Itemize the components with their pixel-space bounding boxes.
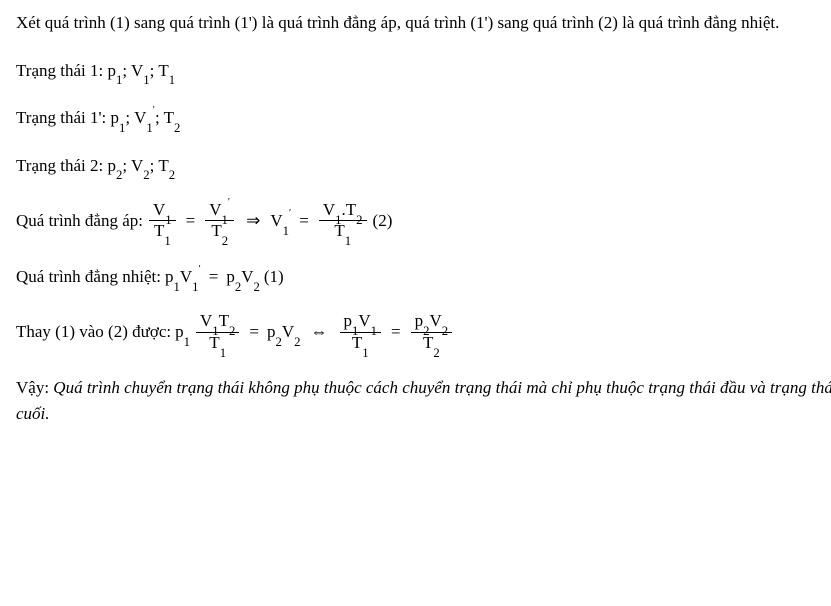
p1-coef: p1 <box>175 319 190 345</box>
state1p-label: Trạng thái 1': p <box>16 108 119 127</box>
sep: ; T <box>150 156 169 175</box>
isothermal-equation: Quá trình đẳng nhiệt: p1V1′ = p2V2 (1) <box>16 264 831 290</box>
sym: p <box>226 267 235 286</box>
sub: 1 <box>220 346 226 360</box>
sub: 1 <box>345 234 351 248</box>
sub: 1 <box>173 280 179 294</box>
sub: 2 <box>235 280 241 294</box>
sym: p <box>175 322 184 341</box>
sub: 1 <box>116 73 122 87</box>
prime: ′ <box>228 197 230 208</box>
sym: T <box>154 221 164 240</box>
sub: 1 <box>283 224 289 238</box>
p2v2: p2V2 <box>226 264 260 290</box>
sym: V <box>241 267 253 286</box>
sym: T <box>211 221 221 240</box>
sym: V <box>209 200 221 219</box>
conclusion-lead: Vậy: <box>16 378 53 397</box>
iff-icon: ⇔ <box>311 319 328 345</box>
sep: ; V <box>122 61 143 80</box>
sym: V <box>153 200 165 219</box>
prime: ′ <box>153 105 155 116</box>
sub: 1 <box>184 335 190 349</box>
sub: 2 <box>169 168 175 182</box>
sub: 2 <box>116 168 122 182</box>
frac-v1t2-t1: V1.T2 T1 <box>319 200 367 242</box>
prime: ′ <box>198 264 200 275</box>
sub: 2 <box>442 324 448 338</box>
state1-label: Trạng thái 1: p <box>16 61 116 80</box>
state-1: Trạng thái 1: p1; V1; T1 <box>16 58 831 84</box>
substitution-equation: Thay (1) vào (2) được: p1 V1T2 T1 = p2V2… <box>16 311 831 353</box>
state-1-prime: Trạng thái 1': p1; V1′; T2 <box>16 105 831 131</box>
sym: p <box>415 311 424 330</box>
equals: = <box>299 208 309 234</box>
eq-tag-2: (2) <box>373 208 393 234</box>
isotherm-label: Quá trình đẳng nhiệt: <box>16 264 161 290</box>
sub: 2 <box>423 324 429 338</box>
sub: 2 <box>356 213 362 227</box>
sub: 1 <box>146 121 152 135</box>
state2-label: Trạng thái 2: p <box>16 156 116 175</box>
sub: 1 <box>222 213 228 227</box>
eq-tag-1: (1) <box>264 264 284 290</box>
sub: 1 <box>371 324 377 338</box>
sym: T <box>219 311 229 330</box>
sub: 1 <box>119 121 125 135</box>
equals: = <box>391 319 401 345</box>
isobar-label: Quá trình đẳng áp: <box>16 208 143 234</box>
sub: 1 <box>143 73 149 87</box>
sym: V <box>270 211 282 230</box>
sub: 2 <box>433 346 439 360</box>
sub: 1 <box>362 346 368 360</box>
frac-v1-t1: V1 T1 <box>149 200 176 242</box>
sep: ; T <box>155 108 174 127</box>
sep: ; V <box>122 156 143 175</box>
sub: 2 <box>275 335 281 349</box>
frac-p2v2-t2: p2V2 T2 <box>411 311 453 353</box>
prime: ′ <box>289 208 291 219</box>
sep: ; V <box>125 108 146 127</box>
frac-v1t2-over-t1: V1T2 T1 <box>196 311 239 353</box>
conclusion-text: Quá trình chuyển trạng thái không phụ th… <box>16 378 831 423</box>
sep: ; T <box>150 61 169 80</box>
sub: 1 <box>352 324 358 338</box>
sub: 2 <box>253 280 259 294</box>
sub: 2 <box>143 168 149 182</box>
sub: 1 <box>165 213 171 227</box>
implies-icon: ⇒ <box>246 208 260 234</box>
p2v2-rhs: p2V2 <box>267 319 301 345</box>
subst-label: Thay (1) vào (2) được: <box>16 319 171 345</box>
sym: V <box>430 311 442 330</box>
equals: = <box>249 319 259 345</box>
frac-v1p-t2: V1′ T2 <box>205 200 234 242</box>
sub: 2 <box>229 324 235 338</box>
sym: V <box>200 311 212 330</box>
sym: V <box>282 322 294 341</box>
equals: = <box>209 264 219 290</box>
p1v1prime: p1V1′ <box>165 264 201 290</box>
sub: 1 <box>335 213 341 227</box>
sym: T <box>346 200 356 219</box>
sym: p <box>344 311 353 330</box>
isobaric-equation: Quá trình đẳng áp: V1 T1 = V1′ T2 ⇒ V1′ … <box>16 200 831 242</box>
sub: 1 <box>164 234 170 248</box>
sub: 1 <box>192 280 198 294</box>
sub: 2 <box>174 121 180 135</box>
sub: 2 <box>294 335 300 349</box>
sub: 1 <box>212 324 218 338</box>
v1prime-lhs: V1′ <box>270 208 291 234</box>
intro-paragraph: Xét quá trình (1) sang quá trình (1') là… <box>16 10 831 36</box>
sub: 2 <box>222 234 228 248</box>
sym: V <box>323 200 335 219</box>
equals: = <box>186 208 196 234</box>
frac-p1v1-t1: p1V1 T1 <box>340 311 382 353</box>
sym: V <box>180 267 192 286</box>
conclusion: Vậy: Quá trình chuyển trạng thái không p… <box>16 375 831 426</box>
sym: V <box>358 311 370 330</box>
sub: 1 <box>169 73 175 87</box>
state-2: Trạng thái 2: p2; V2; T2 <box>16 153 831 179</box>
